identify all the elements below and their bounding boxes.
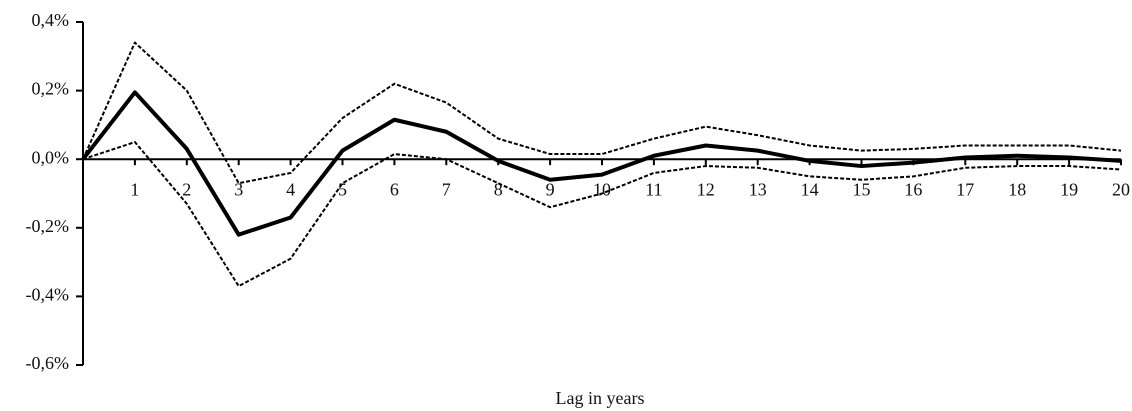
x-tick-label: 15 [853,179,871,199]
x-tick-label: 6 [390,179,399,199]
x-axis-label: Lag in years [556,388,645,408]
x-tick-label: 5 [338,179,347,199]
y-tick-label: 0,2% [32,79,70,99]
x-tick-label: 20 [1112,179,1130,199]
x-tick-label: 19 [1060,179,1078,199]
x-tick-label: 2 [182,179,191,199]
y-tick-label: -0,4% [26,285,70,305]
x-tick-label: 3 [234,179,243,199]
y-tick-label: 0,4% [32,10,70,30]
x-tick-label: 18 [1008,179,1026,199]
y-tick-label: 0,0% [32,147,70,167]
x-tick-label: 14 [801,179,819,199]
x-tick-label: 12 [697,179,715,199]
x-tick-label: 8 [494,179,503,199]
y-tick-label: -0,6% [26,353,70,373]
x-tick-label: 13 [749,179,767,199]
series-line [82,41,1122,185]
x-tick-label: 7 [442,179,451,199]
y-tick-label: -0,2% [26,216,70,236]
x-tick-label: 10 [593,179,611,199]
x-tick-label: 9 [546,179,555,199]
x-tick-label: 16 [904,179,922,199]
x-tick-label: 4 [286,179,295,199]
series-line [82,141,1122,288]
series-line [81,90,1122,237]
x-tick-label: 1 [130,179,139,199]
x-tick-label: 17 [956,179,974,199]
x-tick-label: 11 [645,179,662,199]
